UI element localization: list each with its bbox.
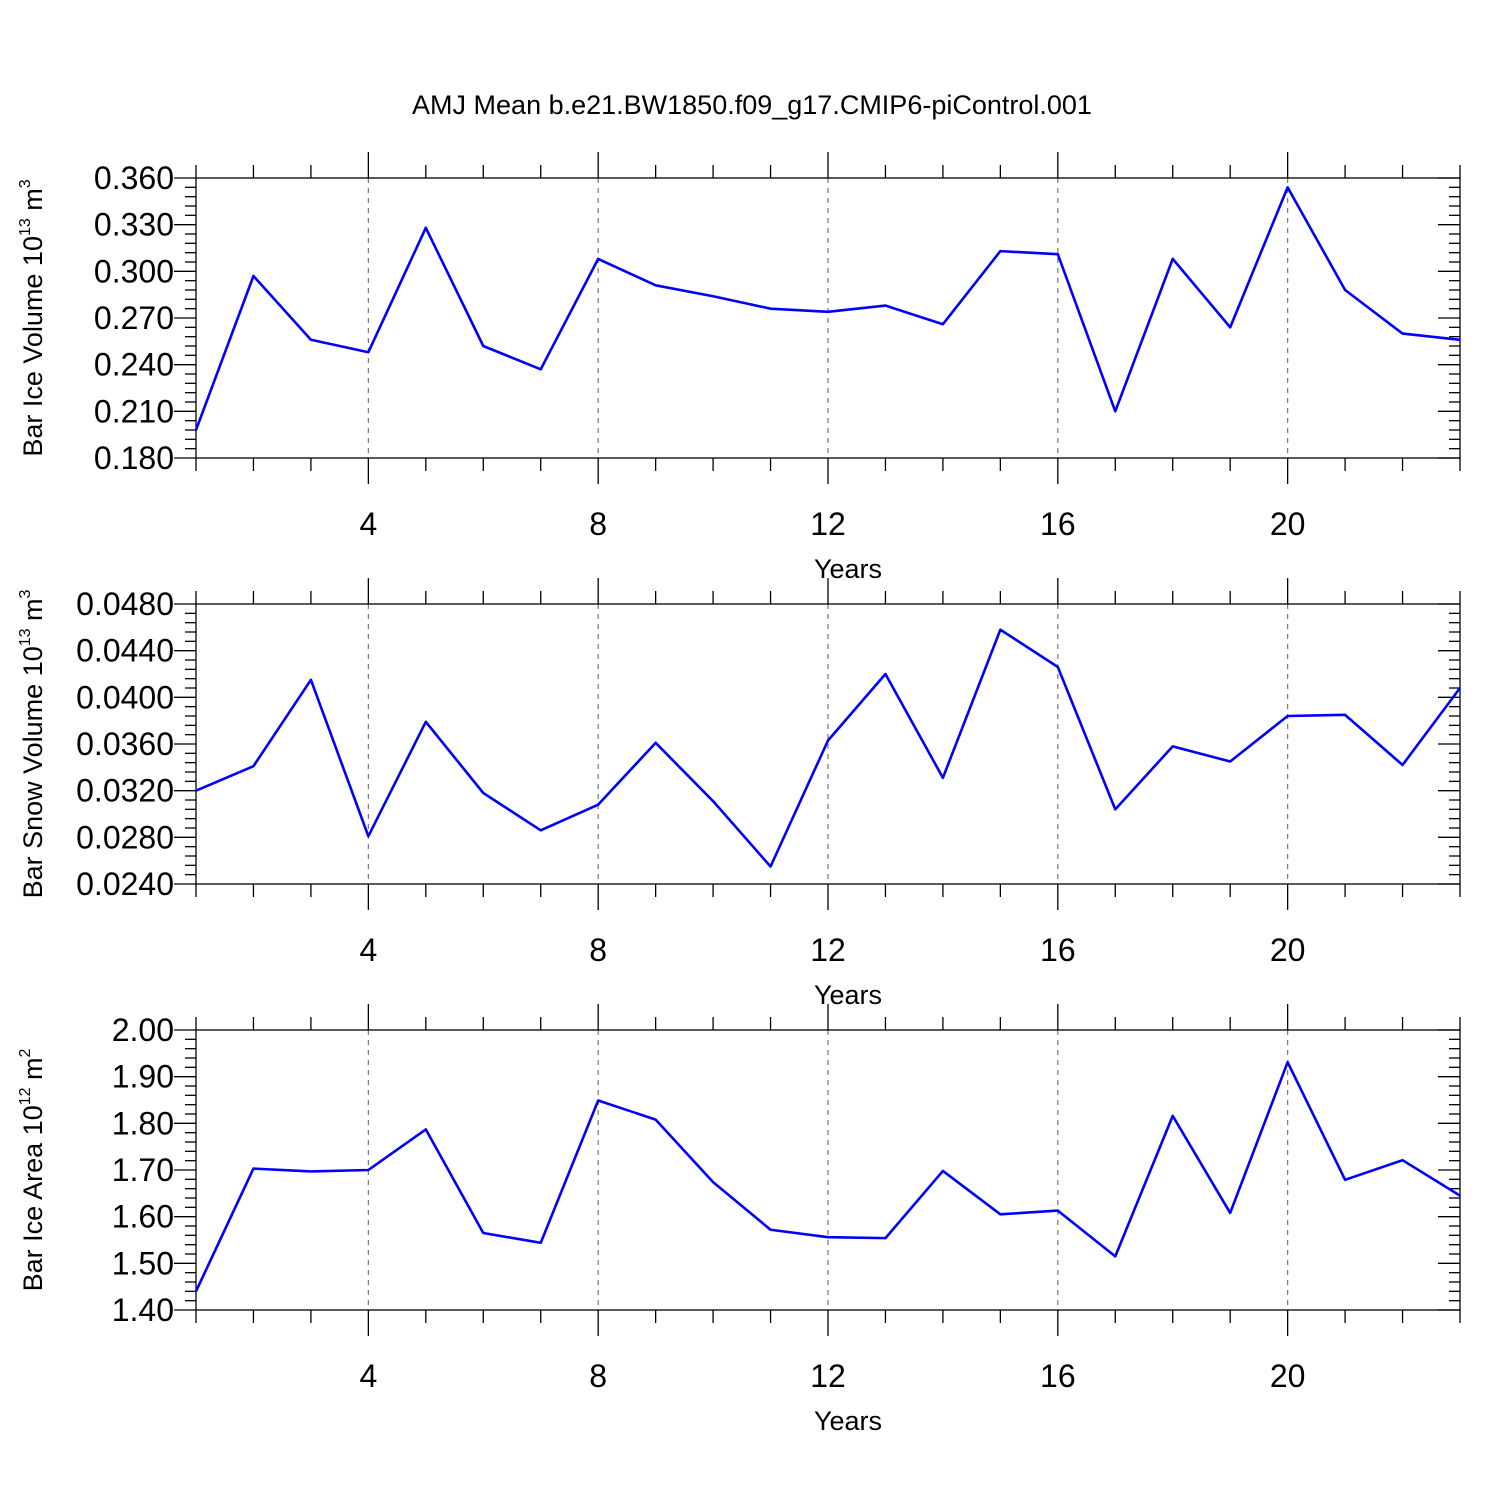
x-tick-label: 4 <box>359 932 377 968</box>
y-axis-label-exp1: 12 <box>17 1087 34 1105</box>
y-tick-label: 0.210 <box>94 393 174 429</box>
y-axis-label-unit: m <box>18 1057 48 1087</box>
y-tick-label: 1.50 <box>112 1245 174 1281</box>
y-axis-label-exp2: 3 <box>17 589 34 598</box>
y-tick-label: 0.300 <box>94 253 174 289</box>
y-tick-label: 0.0480 <box>76 586 174 622</box>
y-tick-label: 2.00 <box>112 1012 174 1048</box>
x-tick-label: 8 <box>589 932 607 968</box>
x-tick-label: 4 <box>359 1358 377 1394</box>
chart-panel-3: 1.40 1.50 1.60 1.70 1.80 1.90 2.00 4 8 12 16 20 Year… <box>17 1004 1461 1436</box>
y-tick-label: 1.90 <box>112 1059 174 1095</box>
x-tick-label: 4 <box>359 506 377 542</box>
x-tick-label: 12 <box>810 1358 846 1394</box>
x-tick-label: 20 <box>1270 1358 1306 1394</box>
y-axis-label-exp1: 13 <box>17 218 34 236</box>
x-tick-label: 8 <box>589 1358 607 1394</box>
y-axis-label-exp1: 13 <box>17 628 34 646</box>
y-axis-label-exp2: 3 <box>17 179 34 188</box>
y-tick-label: 0.0320 <box>76 773 174 809</box>
y-axis-label-unit: m <box>18 598 48 628</box>
y-axis-label: Bar Ice Volume 1013 m3 <box>17 179 48 456</box>
x-tick-label: 16 <box>1040 506 1076 542</box>
y-axis-label-text: Bar Ice Volume 10 <box>18 236 48 457</box>
y-tick-label: 0.180 <box>94 440 174 476</box>
x-tick-label: 16 <box>1040 932 1076 968</box>
x-axis-label: Years <box>814 980 882 1010</box>
y-tick-label: 0.330 <box>94 207 174 243</box>
y-axis-label-text: Bar Snow Volume 10 <box>18 646 48 898</box>
y-tick-label: 0.0280 <box>76 819 174 855</box>
x-tick-label: 12 <box>810 506 846 542</box>
x-tick-label: 8 <box>589 506 607 542</box>
figure-title: AMJ Mean b.e21.BW1850.f09_g17.CMIP6-piCo… <box>412 90 1092 120</box>
x-tick-label: 12 <box>810 932 846 968</box>
x-axis-label: Years <box>814 554 882 584</box>
x-tick-label: 20 <box>1270 932 1306 968</box>
y-axis-label-unit: m <box>18 188 48 218</box>
y-tick-label: 0.360 <box>94 160 174 196</box>
x-axis-label: Years <box>814 1406 882 1436</box>
y-axis-label: Bar Snow Volume 1013 m3 <box>17 589 48 898</box>
y-tick-label: 1.40 <box>112 1292 174 1328</box>
y-tick-label: 1.70 <box>112 1152 174 1188</box>
y-tick-label: 0.270 <box>94 300 174 336</box>
y-tick-label: 0.0440 <box>76 633 174 669</box>
y-tick-label: 0.0240 <box>76 866 174 902</box>
chart-panel-1: 0.180 0.210 0.240 0.270 0.300 0.330 0.360 4 8 12 1… <box>17 152 1461 584</box>
x-tick-label: 20 <box>1270 506 1306 542</box>
y-tick-label: 0.240 <box>94 347 174 383</box>
series-line-1 <box>195 628 1462 868</box>
chart-panel-2: 0.0240 0.0280 0.0320 0.0360 0.0400 0.0440 0.04… <box>17 578 1462 1010</box>
y-axis-label-exp2: 2 <box>17 1048 34 1057</box>
series-line-1 <box>194 1060 1461 1292</box>
series-line-1 <box>194 186 1461 431</box>
x-tick-label: 16 <box>1040 1358 1076 1394</box>
y-tick-label: 0.0360 <box>76 726 174 762</box>
y-tick-label: 0.0400 <box>76 679 174 715</box>
y-tick-label: 1.60 <box>112 1199 174 1235</box>
y-axis-label: Bar Ice Area 1012 m2 <box>17 1048 48 1291</box>
y-axis-label-text: Bar Ice Area 10 <box>18 1105 48 1291</box>
y-tick-label: 1.80 <box>112 1105 174 1141</box>
